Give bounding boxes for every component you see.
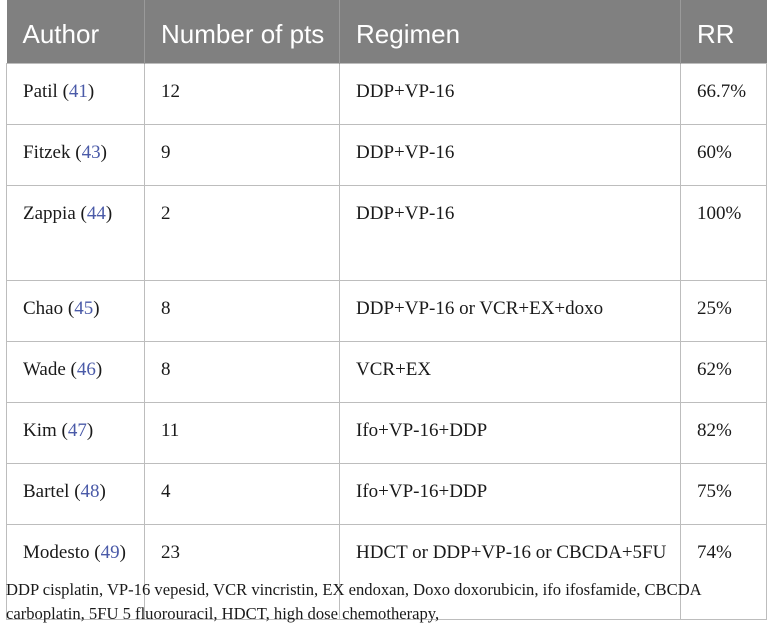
author-cell: Bartel (48)	[6, 462, 145, 525]
reference-link[interactable]: 48	[80, 480, 100, 502]
rr-cell: 66.7%	[680, 62, 767, 125]
author-cell: Patil (41)	[6, 62, 145, 125]
author-name: Chao	[23, 297, 64, 319]
author-cell: Zappia (44)	[6, 184, 145, 281]
author-name: Fitzek	[23, 141, 71, 163]
author-name: Zappia	[23, 202, 76, 224]
author-name: Bartel	[23, 480, 70, 502]
pts-cell: 4	[144, 462, 340, 525]
author-cell: Kim (47)	[6, 401, 145, 464]
author-cell: Chao (45)	[6, 279, 145, 342]
pts-cell: 9	[144, 123, 340, 186]
table-row: Fitzek (43) 9 DDP+VP-16 60%	[6, 123, 767, 186]
reference-link[interactable]: 45	[74, 297, 94, 319]
pts-cell: 2	[144, 184, 340, 281]
table-row: Zappia (44) 2 DDP+VP-16 100%	[6, 184, 767, 281]
rr-cell: 82%	[680, 401, 767, 464]
pts-cell: 12	[144, 62, 340, 125]
author-name: Wade	[23, 358, 66, 380]
chemotherapy-results-table: Author Number of pts Regimen RR Patil (4…	[6, 0, 767, 620]
regimen-cell: DDP+VP-16	[339, 62, 681, 125]
author-cell: Modesto (49)	[6, 523, 145, 620]
rr-cell: 74%	[680, 523, 767, 620]
table-row: Bartel (48) 4 Ifo+VP-16+DDP 75%	[6, 462, 767, 525]
regimen-cell: VCR+EX	[339, 340, 681, 403]
header-author: Author	[6, 0, 145, 63]
regimen-cell: DDP+VP-16 or VCR+EX+doxo	[339, 279, 681, 342]
header-rr: RR	[680, 0, 767, 63]
author-name: Patil	[23, 80, 58, 102]
table-footnote: DDP cisplatin, VP-16 vepesid, VCR vincri…	[6, 580, 701, 623]
reference-link[interactable]: 46	[76, 358, 96, 380]
regimen-cell: DDP+VP-16	[339, 123, 681, 186]
reference-link[interactable]: 43	[81, 141, 101, 163]
regimen-cell: Ifo+VP-16+DDP	[339, 462, 681, 525]
pts-cell: 23	[144, 523, 340, 620]
table-row: Wade (46) 8 VCR+EX 62%	[6, 340, 767, 403]
reference-link[interactable]: 47	[67, 419, 87, 441]
author-cell: Fitzek (43)	[6, 123, 145, 186]
reference-link[interactable]: 41	[68, 80, 88, 102]
table-row: Patil (41) 12 DDP+VP-16 66.7%	[6, 62, 767, 125]
results-table-container: Author Number of pts Regimen RR Patil (4…	[6, 0, 767, 620]
pts-cell: 11	[144, 401, 340, 464]
rr-cell: 62%	[680, 340, 767, 403]
table-row: Kim (47) 11 Ifo+VP-16+DDP 82%	[6, 401, 767, 464]
reference-link[interactable]: 44	[86, 202, 106, 224]
regimen-cell: HDCT or DDP+VP-16 or CBCDA+5FU	[339, 523, 681, 620]
rr-cell: 25%	[680, 279, 767, 342]
author-cell: Wade (46)	[6, 340, 145, 403]
table-body: Patil (41) 12 DDP+VP-16 66.7% Fitzek (43…	[6, 62, 767, 620]
author-name: Kim	[23, 419, 57, 441]
rr-cell: 100%	[680, 184, 767, 281]
author-name: Modesto	[23, 541, 90, 563]
table-row: Chao (45) 8 DDP+VP-16 or VCR+EX+doxo 25%	[6, 279, 767, 342]
pts-cell: 8	[144, 279, 340, 342]
pts-cell: 8	[144, 340, 340, 403]
reference-link[interactable]: 49	[100, 541, 120, 563]
header-row: Author Number of pts Regimen RR	[6, 0, 767, 63]
header-number-of-pts: Number of pts	[144, 0, 340, 63]
header-regimen: Regimen	[339, 0, 681, 63]
rr-cell: 75%	[680, 462, 767, 525]
regimen-cell: DDP+VP-16	[339, 184, 681, 281]
rr-cell: 60%	[680, 123, 767, 186]
table-row: Modesto (49) 23 HDCT or DDP+VP-16 or CBC…	[6, 523, 767, 620]
table-header: Author Number of pts Regimen RR	[6, 0, 767, 63]
regimen-cell: Ifo+VP-16+DDP	[339, 401, 681, 464]
